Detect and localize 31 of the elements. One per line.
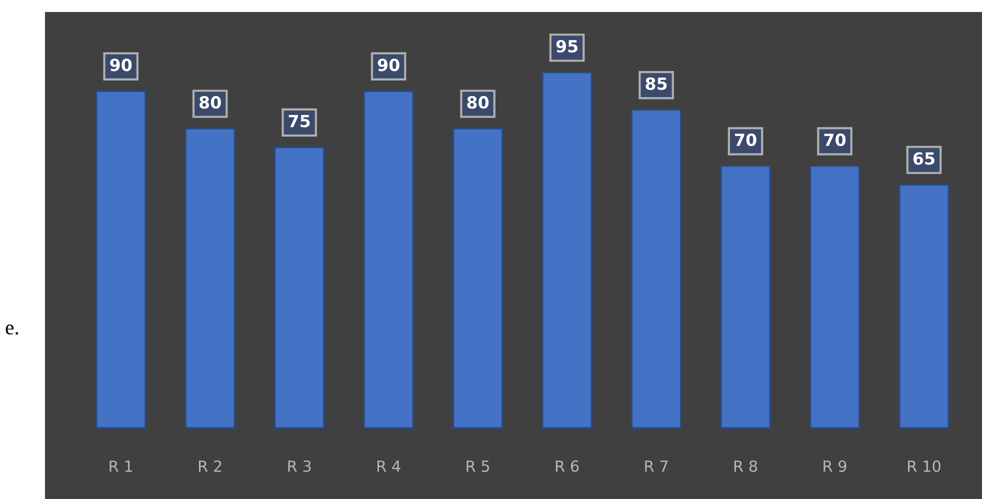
data-label: 75 — [288, 114, 310, 128]
bar — [95, 90, 146, 429]
bar — [720, 165, 771, 429]
x-tick-label: R 9 — [824, 460, 846, 472]
x-tick-label: R 8 — [734, 460, 758, 472]
bar — [630, 109, 682, 429]
bar — [363, 90, 414, 429]
bar — [184, 128, 236, 429]
x-tick-label: R 1 — [110, 460, 132, 472]
bar — [898, 184, 950, 429]
data-label: 80 — [467, 96, 489, 109]
bar — [809, 165, 860, 429]
x-tick-label: R 6 — [556, 460, 579, 472]
bar — [452, 128, 504, 429]
bar — [542, 72, 592, 429]
data-label: 85 — [646, 77, 667, 90]
text: e. — [6, 324, 18, 335]
x-tick-label: R 10 — [908, 460, 940, 472]
x-tick-label: R 3 — [288, 460, 311, 472]
x-tick-label: R 5 — [466, 460, 490, 472]
data-label: 95 — [556, 40, 578, 53]
x-tick-label: R 4 — [377, 460, 400, 472]
data-label: 90 — [378, 58, 400, 72]
x-tick-label: R 2 — [198, 460, 222, 472]
data-label: 70 — [824, 133, 846, 146]
data-label: 65 — [913, 152, 934, 165]
data-label: 70 — [735, 133, 756, 146]
x-tick-label: R 7 — [645, 460, 668, 472]
bar — [274, 146, 325, 429]
data-label: 80 — [200, 96, 221, 109]
data-label: 90 — [110, 58, 132, 72]
